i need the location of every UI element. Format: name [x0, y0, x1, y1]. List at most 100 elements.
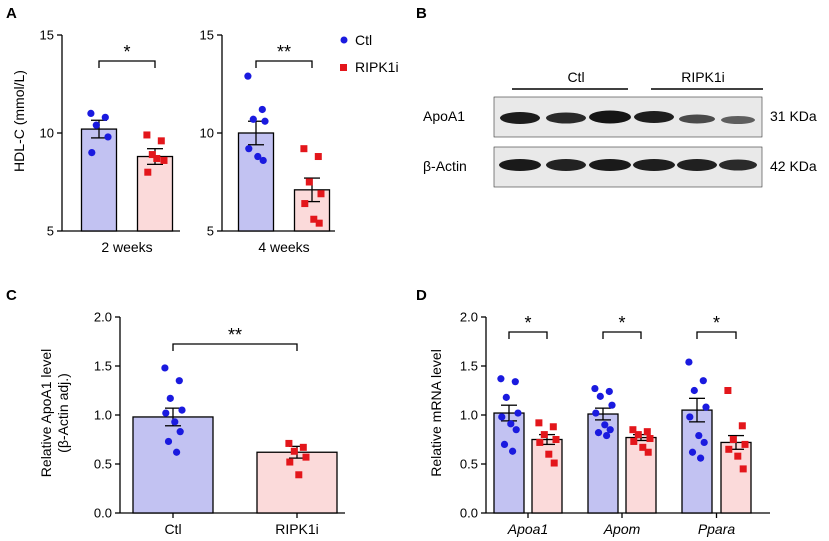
blot-band-actin-5 — [677, 159, 717, 171]
D-apoa1-ripk1i-point — [545, 450, 553, 458]
D-ppara-ripk1i-point — [724, 387, 732, 394]
D-apoa1-ctl-point — [500, 440, 509, 448]
A1-xlabel: 2 weeks — [101, 239, 152, 255]
D-y-tick-label: 0.0 — [460, 506, 478, 521]
A2-ctl-point — [254, 152, 262, 161]
D-ppara-ctl-point — [686, 413, 694, 421]
C-ripk1i-point — [285, 439, 293, 447]
panel-d-ylabel: Relative mRNA level — [428, 349, 444, 477]
D-apoa1-ctl-point — [497, 375, 505, 383]
A1-ctl-point — [104, 133, 112, 141]
C-significance-bracket — [172, 343, 298, 351]
A1-ripk1i-point — [143, 131, 151, 139]
A1-ripk1i-point — [153, 154, 161, 162]
C-ctl-point — [171, 418, 179, 426]
C-ripk1i-bar — [256, 451, 338, 514]
chart-4-weeks: 5 10 15 ** 4 weeks — [200, 28, 335, 255]
D-apom-ripk1i-point — [634, 431, 642, 439]
A1-ripk1i-point — [148, 151, 156, 159]
D-ppara-ctl-point — [702, 403, 710, 411]
D-ppara-ripk1i-point — [738, 422, 746, 430]
D-apom-ripk1i-point — [629, 426, 637, 434]
A2-ctl-bar — [237, 132, 275, 232]
D-apom-ctl-point — [601, 421, 609, 429]
D-apoa1-ripk1i-point — [540, 431, 548, 439]
D-apoa1-x-tick-label: Apoa1 — [507, 521, 548, 537]
D-apoa1-ctl-point — [514, 409, 522, 417]
A2-y-tick-label: 10 — [200, 126, 214, 141]
D-apom-ripk1i-point — [646, 435, 654, 443]
D-apoa1-ctl-point — [512, 426, 520, 434]
C-ctl-point — [173, 448, 181, 456]
C-y-tick-label: 1.5 — [94, 359, 112, 374]
A1-ctl-bar — [80, 128, 118, 232]
A2-ripk1i-point — [314, 153, 322, 161]
C-y-tick-label: 0.0 — [94, 506, 112, 521]
D-apom-ctl-point — [592, 409, 600, 417]
panel-letter-c: C — [6, 287, 17, 304]
D-ppara-ctl-point — [699, 377, 707, 385]
D-ppara-significance-bracket — [696, 331, 737, 339]
panel-a: HDL-C (mmol/L) 5 10 15 * 2 weeks 5 10 15 ** 4 we… — [11, 28, 399, 256]
blot-band-actin-1 — [499, 159, 541, 171]
C-ripk1i-point — [299, 443, 307, 451]
C-ctl-point — [164, 437, 173, 446]
legend-ripk1i-label: RIPK1i — [355, 59, 399, 75]
A1-y-tick-label: 5 — [47, 224, 54, 239]
blot-group-ripk1i-label: RIPK1i — [681, 69, 725, 85]
D-apoa1-ripk1i-point — [552, 436, 560, 443]
blot-band-actin-6 — [719, 159, 757, 171]
panel-c-ylabel-line2: (β-Actin adj.) — [55, 373, 71, 453]
D-y-tick-label: 1.0 — [460, 408, 478, 423]
A2-ripk1i-point — [301, 200, 309, 208]
C-x-tick-label: RIPK1i — [275, 521, 319, 537]
D-apoa1-ctl-point — [511, 378, 519, 386]
D-apoa1-ctl-bar — [493, 412, 525, 514]
D-ppara-ripk1i-point — [734, 452, 742, 460]
C-ctl-point — [178, 406, 186, 414]
C-ripk1i-point — [286, 458, 294, 466]
D-ppara-ctl-point — [697, 454, 705, 462]
C-x-tick-label: Ctl — [164, 521, 181, 537]
A2-ripk1i-point — [317, 190, 325, 198]
D-apom-significance-bracket — [602, 331, 642, 339]
panel-c: Relative ApoA1 level (β-Actin adj.) 0.00… — [38, 310, 345, 537]
A1-ripk1i-point — [144, 168, 152, 176]
A1-ripk1i-point — [160, 156, 168, 164]
D-apom-ctl-point — [591, 384, 599, 393]
D-apoa1-ctl-point — [507, 420, 515, 428]
C-ctl-point — [161, 364, 169, 372]
A1-ctl-point — [88, 149, 96, 157]
blot-row-apoa1-label: ApoA1 — [423, 108, 465, 124]
D-ppara-ripk1i-point — [739, 465, 747, 473]
blot-band-apoa1-4 — [634, 111, 674, 123]
A2-ripk1i-point — [315, 219, 323, 227]
D-apoa1-ctl-point — [498, 413, 506, 421]
D-ppara-ripk1i-point — [729, 436, 737, 443]
D-ppara-ripk1i-point — [741, 440, 749, 448]
A2-ctl-point — [244, 72, 252, 80]
C-y-tick-label: 0.5 — [94, 457, 112, 472]
chart-2-weeks: 5 10 15 * 2 weeks — [40, 28, 180, 255]
D-apom-ctl-point — [594, 429, 603, 437]
C-ctl-bar — [132, 416, 214, 514]
A2-y-tick-label: 15 — [200, 28, 214, 43]
chart-apoa1-protein: 0.0 0.5 1.0 1.5 2.0 ** Ctl RIPK1i — [94, 310, 345, 537]
panel-d: Relative mRNA level 0.0 0.5 1.0 1.5 2.0 * Apoa… — [428, 310, 770, 537]
D-apom-ctl-point — [608, 401, 616, 409]
A1-ctl-point — [92, 121, 100, 129]
C-ctl-point — [162, 409, 170, 417]
C-significance-label: ** — [228, 325, 242, 345]
D-apoa1-ripk1i-point — [536, 438, 544, 446]
D-ppara-ctl-point — [685, 358, 693, 366]
A1-significance-bracket — [98, 60, 156, 68]
A2-y-tick-label: 5 — [207, 224, 214, 239]
panel-letter-b: B — [416, 5, 427, 22]
panel-letter-d: D — [416, 287, 427, 304]
D-apoa1-ripk1i-point — [549, 423, 557, 431]
A1-y-tick-label: 15 — [40, 28, 54, 43]
blot-band-actin-2 — [546, 159, 586, 171]
blot-band-apoa1-3 — [589, 110, 631, 124]
D-apoa1-significance-bracket — [508, 331, 548, 339]
D-apoa1-ripk1i-bar — [531, 438, 563, 514]
